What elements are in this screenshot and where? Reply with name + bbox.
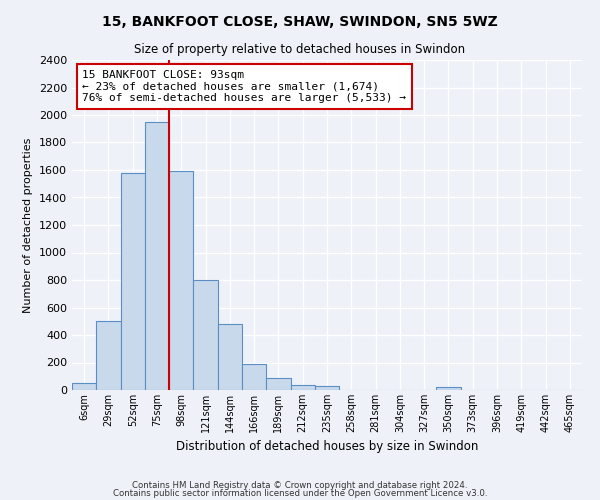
Bar (266, 378, 290, 390)
Text: Size of property relative to detached houses in Swindon: Size of property relative to detached ho… (134, 42, 466, 56)
Bar (436, 387, 461, 390)
Bar (315, 386, 339, 390)
X-axis label: Distribution of detached houses by size in Swindon: Distribution of detached houses by size … (176, 440, 478, 454)
Bar (169, 172, 193, 390)
Bar (290, 385, 315, 390)
Text: Contains public sector information licensed under the Open Government Licence v3: Contains public sector information licen… (113, 489, 487, 498)
Bar (242, 364, 266, 390)
Bar (218, 324, 242, 390)
Text: 15, BANKFOOT CLOSE, SHAW, SWINDON, SN5 5WZ: 15, BANKFOOT CLOSE, SHAW, SWINDON, SN5 5… (102, 15, 498, 29)
Bar (96, 322, 121, 390)
Bar (145, 122, 169, 390)
Bar (193, 280, 218, 390)
Bar (72, 383, 96, 390)
Text: 15 BANKFOOT CLOSE: 93sqm
← 23% of detached houses are smaller (1,674)
76% of sem: 15 BANKFOOT CLOSE: 93sqm ← 23% of detach… (82, 70, 406, 103)
Bar (121, 173, 145, 390)
Y-axis label: Number of detached properties: Number of detached properties (23, 138, 34, 312)
Text: Contains HM Land Registry data © Crown copyright and database right 2024.: Contains HM Land Registry data © Crown c… (132, 480, 468, 490)
